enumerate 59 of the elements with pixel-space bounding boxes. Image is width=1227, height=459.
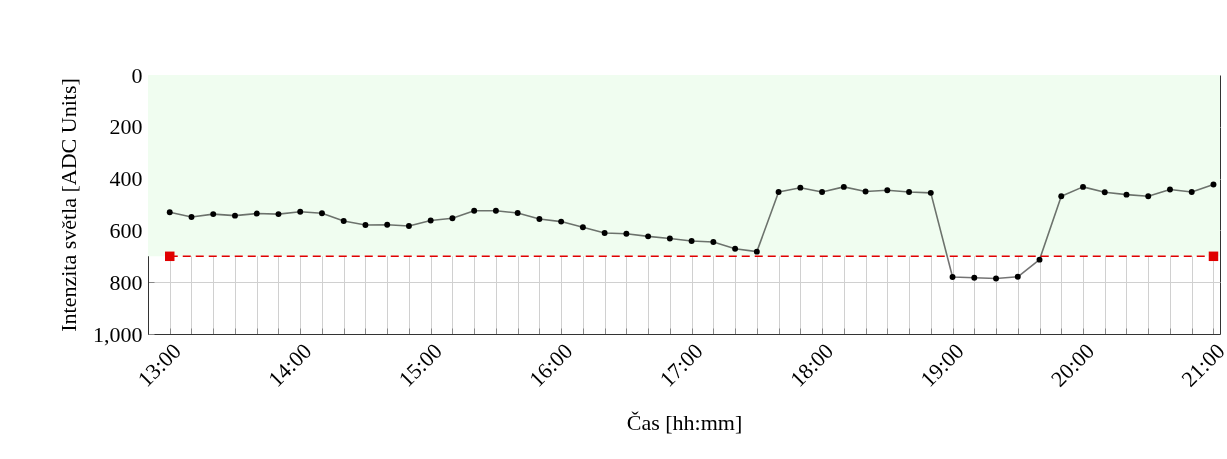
point [688, 238, 695, 244]
y-tick-label: 200 [109, 114, 143, 140]
point [862, 188, 869, 195]
point [536, 216, 543, 222]
point [710, 239, 717, 246]
point [427, 217, 434, 224]
point [819, 189, 826, 196]
point [884, 187, 891, 194]
point [275, 211, 282, 218]
x-axis-title: Čas [hh:mm] [626, 409, 743, 435]
point [1123, 191, 1130, 198]
point [232, 212, 238, 219]
y-tick-label: 600 [109, 217, 143, 243]
point [166, 209, 173, 216]
point [362, 222, 369, 228]
point [579, 224, 586, 231]
point [645, 233, 652, 240]
point [971, 274, 978, 281]
point [797, 184, 804, 191]
point [405, 223, 412, 229]
y-tick-label: 0 [131, 62, 143, 88]
point [601, 230, 608, 236]
point [732, 245, 739, 252]
point [210, 211, 217, 218]
point [1188, 189, 1195, 196]
point [1036, 256, 1043, 263]
point [1080, 183, 1086, 190]
point [1145, 193, 1152, 200]
point [188, 213, 195, 220]
y-tick-label: 400 [109, 166, 143, 192]
point [775, 189, 782, 196]
point [514, 210, 521, 216]
point [1058, 193, 1065, 200]
y-axis-title: Intenzita světla [ADC Units] [56, 78, 81, 332]
point [623, 230, 630, 237]
point [1210, 181, 1217, 188]
point [993, 275, 999, 282]
point [471, 207, 478, 214]
y-tick-label: 1,000 [93, 321, 143, 347]
point [340, 218, 347, 225]
point [297, 208, 304, 215]
point [1101, 189, 1108, 196]
point [1014, 273, 1021, 280]
point [558, 218, 565, 225]
point [840, 183, 847, 190]
point [253, 210, 260, 217]
point [906, 189, 913, 196]
point [1208, 251, 1219, 262]
point [449, 215, 456, 222]
point [753, 248, 760, 255]
point [666, 235, 673, 242]
point [165, 251, 175, 262]
point [319, 210, 325, 217]
y-tick-label: 800 [109, 269, 143, 295]
point [1167, 186, 1173, 193]
point [384, 221, 391, 228]
point [949, 274, 956, 280]
point [492, 207, 499, 214]
point [927, 189, 934, 196]
